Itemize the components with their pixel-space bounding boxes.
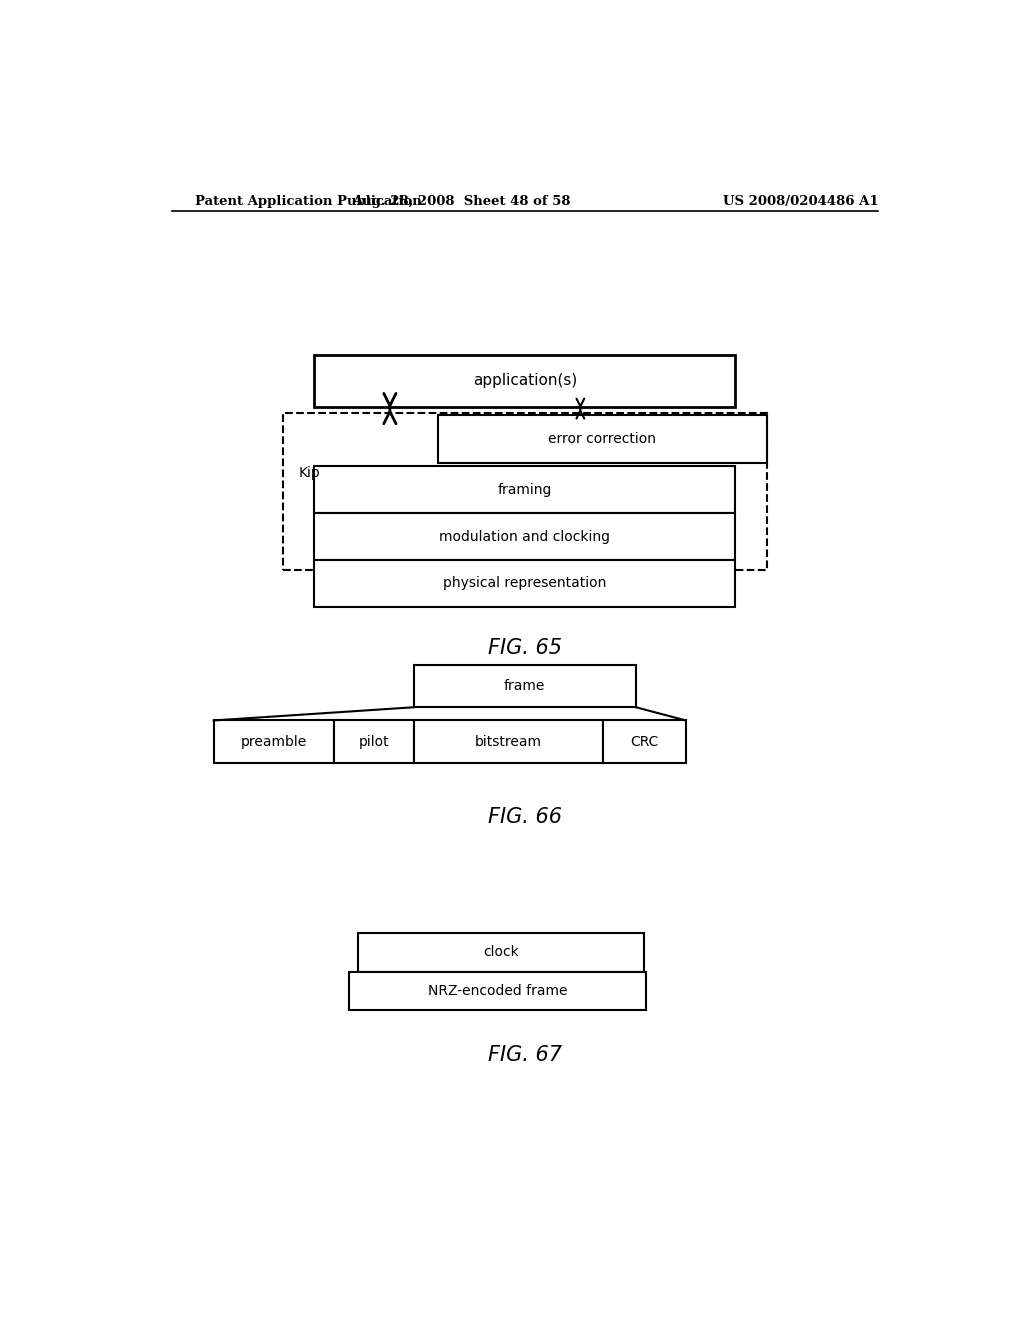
Bar	[414, 721, 602, 763]
Text: error correction: error correction	[548, 432, 656, 446]
Text: US 2008/0204486 A1: US 2008/0204486 A1	[723, 194, 879, 207]
Bar	[214, 721, 334, 763]
Text: framing: framing	[498, 483, 552, 496]
Bar	[314, 355, 735, 408]
Text: pilot: pilot	[358, 735, 389, 748]
Text: Patent Application Publication: Patent Application Publication	[196, 194, 422, 207]
Text: Kip: Kip	[299, 466, 321, 480]
Text: application(s): application(s)	[473, 374, 577, 388]
Text: clock: clock	[483, 945, 519, 960]
Text: frame: frame	[504, 678, 546, 693]
Bar	[602, 721, 686, 763]
Text: bitstream: bitstream	[475, 735, 542, 748]
Text: FIG. 66: FIG. 66	[487, 807, 562, 828]
Bar	[334, 721, 414, 763]
Text: preamble: preamble	[241, 735, 307, 748]
Text: modulation and clocking: modulation and clocking	[439, 529, 610, 544]
Text: CRC: CRC	[630, 735, 658, 748]
Bar	[314, 466, 735, 513]
Bar	[348, 972, 646, 1010]
Bar	[358, 933, 644, 972]
Bar	[437, 414, 767, 463]
Text: Aug. 28, 2008  Sheet 48 of 58: Aug. 28, 2008 Sheet 48 of 58	[352, 194, 570, 207]
Text: FIG. 67: FIG. 67	[487, 1045, 562, 1065]
Text: physical representation: physical representation	[443, 577, 606, 590]
Bar	[314, 560, 735, 607]
Text: NRZ-encoded frame: NRZ-encoded frame	[428, 983, 567, 998]
Bar	[283, 413, 767, 570]
Bar	[414, 664, 636, 708]
Bar	[314, 513, 735, 560]
Text: FIG. 65: FIG. 65	[487, 639, 562, 659]
